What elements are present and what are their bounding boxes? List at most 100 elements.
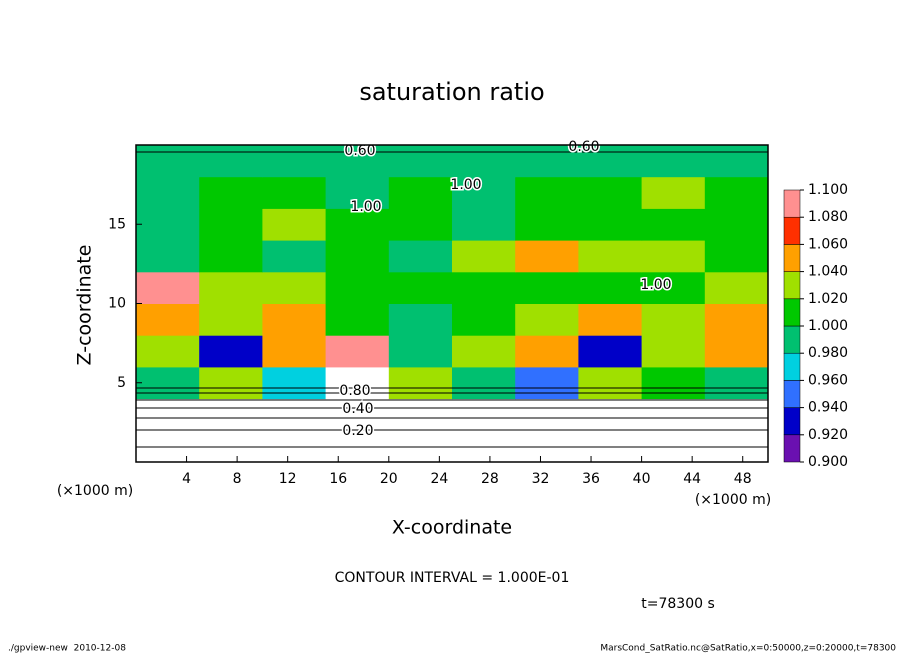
heatmap-cell xyxy=(515,240,579,273)
x-axis-label: X-coordinate xyxy=(392,517,512,539)
colorbar-swatch xyxy=(783,380,801,408)
heatmap-cell xyxy=(388,335,453,368)
heatmap-cell xyxy=(388,176,453,209)
x-tick-label: 16 xyxy=(329,471,347,487)
chart-title: saturation ratio xyxy=(359,78,544,106)
footer-left: ./gpview-new 2010-12-08 xyxy=(8,644,126,654)
heatmap-cell xyxy=(388,430,453,463)
colorbar-label: 1.060 xyxy=(808,236,848,252)
x-tick-label: 32 xyxy=(532,471,550,487)
heatmap-cell xyxy=(262,366,327,400)
colorbar-swatch xyxy=(783,434,801,463)
colorbar-label: 0.980 xyxy=(808,345,848,361)
heatmap-cell xyxy=(641,240,706,273)
y-tick-label: 15 xyxy=(108,216,126,232)
x-tick-label: 20 xyxy=(380,471,398,487)
colorbar-label: 1.100 xyxy=(808,182,848,198)
x-tick-label: 48 xyxy=(734,471,752,487)
heatmap-cell xyxy=(199,208,263,241)
contour-label: 0.60 xyxy=(344,143,375,159)
heatmap-cell xyxy=(325,271,390,304)
colorbar-swatch xyxy=(783,298,801,327)
heatmap-cell xyxy=(704,398,769,431)
heatmap-cell xyxy=(136,430,200,463)
heatmap-cell xyxy=(325,303,390,336)
heatmap-cell xyxy=(641,398,706,431)
x-tick-label: 24 xyxy=(430,471,448,487)
heatmap-cell xyxy=(136,398,200,431)
heatmap xyxy=(136,145,769,463)
heatmap-cell xyxy=(262,430,327,463)
heatmap-cell xyxy=(199,366,263,400)
heatmap-cell xyxy=(199,145,263,178)
contour-label: 0.20 xyxy=(342,423,373,439)
heatmap-cell xyxy=(452,335,516,368)
contour-label: 1.00 xyxy=(450,177,481,193)
heatmap-cell xyxy=(515,271,579,304)
heatmap-cell xyxy=(515,335,579,368)
heatmap-cell xyxy=(704,335,769,368)
heatmap-cell xyxy=(388,366,453,400)
heatmap-cell xyxy=(136,208,200,241)
heatmap-cell xyxy=(325,366,390,400)
colorbar-swatch xyxy=(783,407,801,436)
heatmap-cell xyxy=(641,366,706,400)
contour-interval: CONTOUR INTERVAL = 1.000E-01 xyxy=(335,570,570,586)
heatmap-cell xyxy=(262,335,327,368)
heatmap-cell xyxy=(641,145,706,178)
heatmap-cell xyxy=(199,335,263,368)
heatmap-cell xyxy=(452,240,516,273)
colorbar-label: 1.080 xyxy=(808,209,848,225)
heatmap-cell xyxy=(262,208,327,241)
heatmap-cell xyxy=(704,240,769,273)
heatmap-cell xyxy=(641,430,706,463)
heatmap-cell xyxy=(578,176,643,209)
y-tick-label: 5 xyxy=(117,375,126,391)
heatmap-cell xyxy=(325,430,390,463)
contour-label: 1.00 xyxy=(350,199,381,215)
heatmap-cell xyxy=(452,208,516,241)
x-unit: (×1000 m) xyxy=(695,492,771,508)
heatmap-cell xyxy=(578,366,643,400)
heatmap-cell xyxy=(136,145,200,178)
heatmap-cell xyxy=(578,145,643,178)
x-tick-label: 40 xyxy=(633,471,651,487)
footer-right: MarsCond_SatRatio.nc@SatRatio,x=0:50000,… xyxy=(600,644,896,654)
x-tick-label: 36 xyxy=(582,471,600,487)
heatmap-cell xyxy=(262,271,327,304)
heatmap-cell xyxy=(641,176,706,209)
heatmap-cell xyxy=(515,208,579,241)
colorbar-label: 0.940 xyxy=(808,400,848,416)
heatmap-cell xyxy=(704,208,769,241)
x-tick-label: 4 xyxy=(182,471,191,487)
heatmap-cell xyxy=(641,335,706,368)
heatmap-cell xyxy=(325,208,390,241)
heatmap-cell xyxy=(136,240,200,273)
contour-label: 1.00 xyxy=(640,277,671,293)
x-tick-label: 12 xyxy=(279,471,297,487)
heatmap-cell xyxy=(262,240,327,273)
colorbar-label: 1.000 xyxy=(808,318,848,334)
plot-frame xyxy=(135,144,769,463)
colorbar-label: 0.920 xyxy=(808,427,848,443)
heatmap-cell xyxy=(704,366,769,400)
heatmap-cell xyxy=(515,430,579,463)
y-axis-label: Z-coordinate xyxy=(74,245,96,366)
heatmap-cell xyxy=(704,303,769,336)
heatmap-cell xyxy=(262,303,327,336)
heatmap-cell xyxy=(704,176,769,209)
heatmap-cell xyxy=(515,176,579,209)
heatmap-cell xyxy=(388,303,453,336)
heatmap-cell xyxy=(325,176,390,209)
colorbar-label: 0.960 xyxy=(808,372,848,388)
heatmap-cell xyxy=(136,303,200,336)
heatmap-cell xyxy=(515,303,579,336)
heatmap-cell xyxy=(452,366,516,400)
heatmap-cell xyxy=(578,335,643,368)
contour-label: 0.80 xyxy=(339,383,370,399)
heatmap-cell xyxy=(325,240,390,273)
y-tick-label: 10 xyxy=(108,296,126,312)
contour-label: 0.40 xyxy=(342,401,373,417)
heatmap-cell xyxy=(262,145,327,178)
